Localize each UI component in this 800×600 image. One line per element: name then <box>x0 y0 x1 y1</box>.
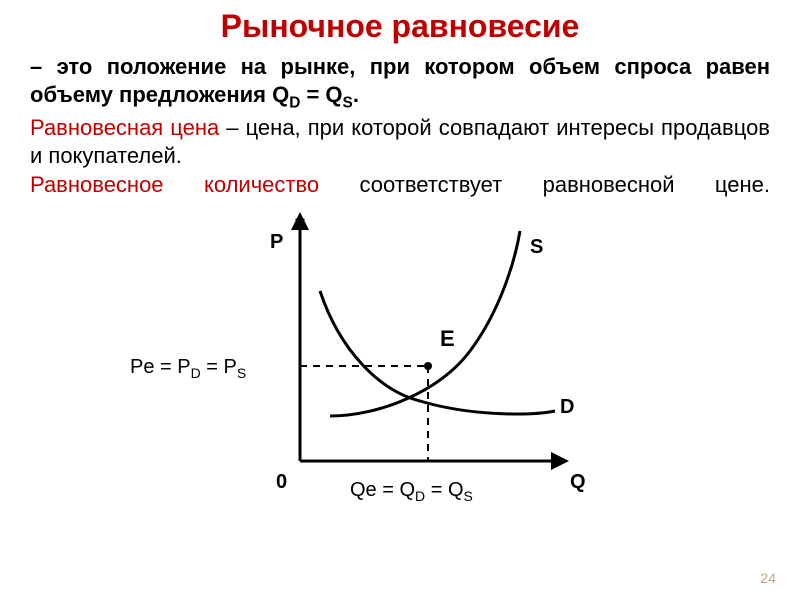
slide: Рыночное равновесие – это положение на р… <box>0 0 800 600</box>
pe-sub1: D <box>191 365 201 381</box>
point-label-e: E <box>440 326 455 352</box>
def-sub2: S <box>343 94 353 111</box>
slide-title: Рыночное равновесие <box>0 0 800 51</box>
eq-qty-rest: соответствует равновесной цене. <box>319 172 770 197</box>
def-end: . <box>353 82 359 107</box>
curve-label-d: D <box>560 396 574 419</box>
qe-mid: = Q <box>425 479 463 501</box>
axis-label-q: Q <box>570 471 586 494</box>
chart-svg <box>0 201 800 511</box>
pe-label: Pe = PD = PS <box>130 356 246 381</box>
eq-qty-term: Равновесное количество <box>30 172 319 197</box>
page-number: 24 <box>760 570 776 586</box>
eq-price-term: Равновесная цена <box>30 115 219 140</box>
pe-sub2: S <box>237 365 246 381</box>
eq-price-paragraph: Равновесная цена – цена, при которой сов… <box>30 114 770 169</box>
curve-label-s: S <box>530 236 543 259</box>
origin-label: 0 <box>276 471 287 494</box>
def-lead: – это положение на рынке, при котором об… <box>30 54 770 107</box>
equilibrium-chart: P S E D 0 Q Pe = PD = PS Qe = QD = QS <box>0 201 800 511</box>
body-text: – это положение на рынке, при котором об… <box>0 53 800 199</box>
def-sub1: D <box>289 94 300 111</box>
def-mid: = Q <box>300 82 342 107</box>
qe-prefix: Qe = Q <box>350 479 415 501</box>
definition-paragraph: – это положение на рынке, при котором об… <box>30 53 770 112</box>
pe-mid: = P <box>201 356 237 378</box>
qe-label: Qe = QD = QS <box>350 479 473 504</box>
pe-prefix: Pe = P <box>130 356 191 378</box>
axis-label-p: P <box>270 231 283 254</box>
eq-qty-paragraph: Равновесное количество соответствует рав… <box>30 171 770 199</box>
qe-sub2: S <box>464 488 473 504</box>
qe-sub1: D <box>415 488 425 504</box>
